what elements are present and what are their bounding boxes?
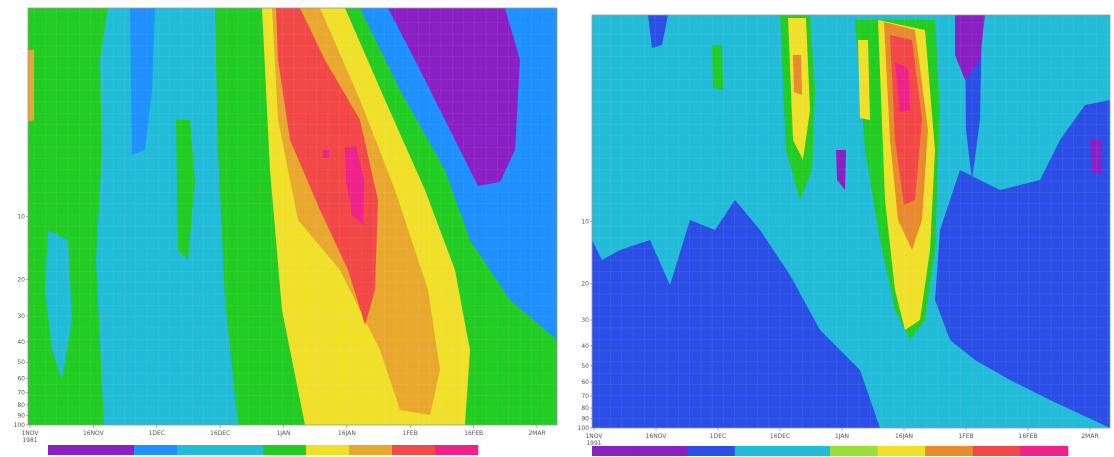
y-tick-label: 70 xyxy=(581,393,589,400)
colorbar-swatch xyxy=(592,446,640,456)
x-tick-label: 2MAR xyxy=(1081,433,1098,440)
colorbar-swatch xyxy=(134,445,178,455)
y-tick-label: 10 xyxy=(17,214,25,221)
x-tick-label: 16DEC xyxy=(210,430,230,437)
right-colorbar xyxy=(592,446,1069,456)
x-tick-label: 1JAN xyxy=(835,433,849,440)
colorbar-swatch xyxy=(734,446,783,456)
x-tick-label: 1NOV xyxy=(585,433,603,440)
x-tick-label: 2MAR xyxy=(528,430,545,437)
right-y-axis: 10 20 30 40 50 60 70 80 90 100 xyxy=(578,219,592,432)
x-tick-label: 1FEB xyxy=(403,430,418,437)
y-tick-label: 100 xyxy=(578,425,590,432)
x-tick-label: 16FEB xyxy=(464,430,483,437)
colorbar-swatch xyxy=(435,445,479,455)
colorbar-swatch xyxy=(972,446,1021,456)
right-grid xyxy=(592,15,1110,428)
y-tick-label: 90 xyxy=(17,412,25,419)
x-tick-label: 1JAN xyxy=(276,430,290,437)
colorbar-swatch xyxy=(687,446,736,456)
x-tick-label: 16NOV xyxy=(646,433,668,440)
left-y-axis: 10 20 30 40 50 60 70 80 90 100 xyxy=(14,214,28,429)
y-tick-label: 40 xyxy=(581,343,589,350)
y-tick-label: 30 xyxy=(581,317,589,324)
x-tick-label: 1DEC xyxy=(149,430,165,437)
colorbar-swatch xyxy=(220,445,264,455)
colorbar-swatch xyxy=(782,446,831,456)
left-colorbar xyxy=(48,445,479,455)
y-tick-label: 80 xyxy=(581,405,589,412)
left-grid xyxy=(28,8,557,425)
colorbar-swatch xyxy=(1020,446,1069,456)
x-tick-label: 16JAN xyxy=(895,433,913,440)
y-tick-label: 50 xyxy=(17,359,25,366)
x-tick-year: 1991 xyxy=(586,440,601,447)
left-plot-area xyxy=(28,8,557,425)
colorbar-swatch xyxy=(91,445,135,455)
x-tick-label: 16NOV xyxy=(83,430,105,437)
x-tick-label: 16FEB xyxy=(1019,433,1038,440)
colorbar-swatch xyxy=(925,446,974,456)
right-plot-area xyxy=(592,15,1110,428)
y-tick-label: 50 xyxy=(581,363,589,370)
left-x-axis: 1NOV 16NOV 1DEC 16DEC 1JAN 16JAN 1FEB 16FEB 2MAR… xyxy=(21,425,546,444)
y-tick-label: 60 xyxy=(581,379,589,386)
colorbar-swatch xyxy=(177,445,221,455)
colorbar-swatch xyxy=(263,445,307,455)
y-tick-label: 30 xyxy=(17,313,25,320)
colorbar-swatch xyxy=(349,445,393,455)
y-tick-label: 70 xyxy=(17,390,25,397)
y-tick-label: 80 xyxy=(17,402,25,409)
y-tick-label: 60 xyxy=(17,376,25,383)
y-tick-label: 40 xyxy=(17,339,25,346)
x-tick-label: 16DEC xyxy=(770,433,790,440)
colorbar-swatch xyxy=(877,446,926,456)
colorbar-swatch xyxy=(830,446,878,456)
x-tick-label: 1NOV xyxy=(21,430,39,437)
y-tick-label: 20 xyxy=(581,281,589,288)
x-tick-label: 1DEC xyxy=(710,433,726,440)
x-tick-label: 1FEB xyxy=(958,433,973,440)
y-tick-label: 10 xyxy=(581,219,589,226)
y-tick-label: 90 xyxy=(581,416,589,423)
colorbar-swatch xyxy=(392,445,436,455)
y-tick-label: 20 xyxy=(17,276,25,283)
y-tick-label: 100 xyxy=(14,422,26,429)
colorbar-swatch xyxy=(306,445,350,455)
right-x-axis: 1NOV 16NOV 1DEC 16DEC 1JAN 16JAN 1FEB 16FEB 2MAR… xyxy=(585,428,1099,447)
x-tick-year: 1981 xyxy=(22,437,37,444)
x-tick-label: 16JAN xyxy=(338,430,356,437)
colorbar-swatch xyxy=(639,446,688,456)
colorbar-swatch xyxy=(48,445,92,455)
